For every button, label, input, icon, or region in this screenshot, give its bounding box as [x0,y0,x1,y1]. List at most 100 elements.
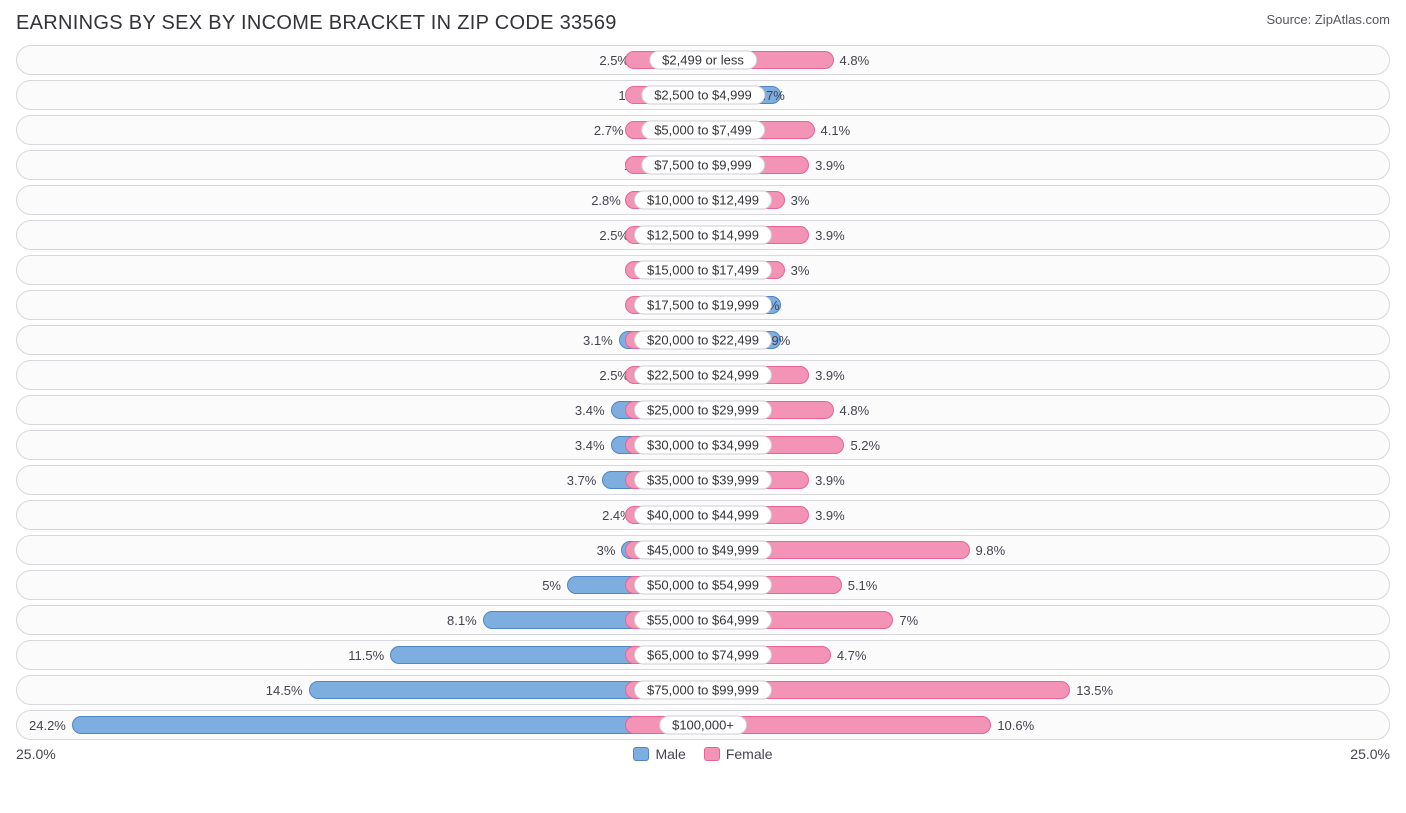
bracket-row: 3.7% 3.9% $35,000 to $39,999 [16,465,1390,495]
bracket-row: 3%9.8%$45,000 to $49,999 [16,535,1390,565]
male-half: 2.8% [23,186,703,214]
female-percent: 9.8% [970,543,1012,558]
female-percent: 3.9% [809,473,851,488]
legend-male: Male [633,746,685,762]
female-half: 3.9% [703,501,1383,529]
female-percent: 13.5% [1070,683,1119,698]
female-half: 4.8% [703,46,1383,74]
bracket-label: $15,000 to $17,499 [634,261,772,280]
male-half: 0.7% [23,291,703,319]
male-percent: 14.5% [260,683,309,698]
male-half: 24.2% [23,711,703,739]
bracket-label: $75,000 to $99,999 [634,681,772,700]
bracket-row: 3.1%1.9%$20,000 to $22,499 [16,325,1390,355]
legend: Male Female [633,746,772,762]
male-percent: 3.7% [561,473,603,488]
bracket-row: 0.52% 3% $15,000 to $17,499 [16,255,1390,285]
female-percent: 3.9% [809,508,851,523]
female-half: 3.9% [703,466,1383,494]
bracket-row: 14.5% 13.5% $75,000 to $99,999 [16,675,1390,705]
male-half: 2.5% [23,361,703,389]
legend-male-label: Male [655,746,685,762]
female-percent: 3% [785,263,816,278]
bracket-row: 11.5% 4.7% $65,000 to $74,999 [16,640,1390,670]
female-half: 4.8% [703,396,1383,424]
male-half: 1.8% [23,81,703,109]
female-half: 1.9% [703,326,1383,354]
earnings-chart: 2.5% 4.8% $2,499 or less 1.8%1.7%$2,500 to … [16,45,1390,740]
female-percent: 7% [893,613,924,628]
bracket-row: 0.7%1.5%$17,500 to $19,999 [16,290,1390,320]
bracket-label: $12,500 to $14,999 [634,226,772,245]
female-half: 13.5% [703,676,1383,704]
bracket-row: 8.1% 7% $55,000 to $64,999 [16,605,1390,635]
legend-female-label: Female [726,746,773,762]
female-swatch-icon [704,747,720,761]
axis-right-label: 25.0% [1350,746,1390,762]
bracket-label: $30,000 to $34,999 [634,436,772,455]
female-half: 5.1% [703,571,1383,599]
male-percent: 2.7% [588,123,630,138]
male-half: 11.5% [23,641,703,669]
axis-left-label: 25.0% [16,746,56,762]
male-percent: 11.5% [342,648,390,663]
female-half: 10.6% [703,711,1383,739]
bracket-label: $22,500 to $24,999 [634,366,772,385]
female-half: 9.8% [703,536,1383,564]
male-half: 2.5% [23,221,703,249]
female-half: 3% [703,256,1383,284]
bracket-row: 24.2% 10.6% $100,000+ [16,710,1390,740]
male-half: 0.52% [23,256,703,284]
bracket-label: $55,000 to $64,999 [634,611,772,630]
bracket-row: 2.8% 3% $10,000 to $12,499 [16,185,1390,215]
male-percent: 3.4% [569,438,611,453]
female-percent: 3% [785,193,816,208]
bracket-label: $40,000 to $44,999 [634,506,772,525]
female-percent: 3.9% [809,228,851,243]
female-half: 1.5% [703,291,1383,319]
bracket-row: 2.5% 3.9% $12,500 to $14,999 [16,220,1390,250]
bracket-row: 2.5%4.8%$2,499 or less [16,45,1390,75]
bracket-row: 5% 5.1% $50,000 to $54,999 [16,570,1390,600]
female-half: 4.7% [703,641,1383,669]
female-half: 3% [703,186,1383,214]
bracket-row: 2.4%3.9%$40,000 to $44,999 [16,500,1390,530]
male-half: 1.6% [23,151,703,179]
female-half: 3.9% [703,361,1383,389]
header: EARNINGS BY SEX BY INCOME BRACKET IN ZIP… [16,12,1390,35]
bracket-label: $100,000+ [659,716,747,735]
bracket-row: 1.8%1.7%$2,500 to $4,999 [16,80,1390,110]
bracket-label: $65,000 to $74,999 [634,646,772,665]
male-half: 3.1% [23,326,703,354]
male-swatch-icon [633,747,649,761]
female-percent: 5.1% [842,578,884,593]
female-percent: 3.9% [809,368,851,383]
chart-footer: 25.0% Male Female 25.0% [16,746,1390,762]
female-percent: 10.6% [991,718,1040,733]
bracket-label: $2,499 or less [649,51,757,70]
male-half: 3.7% [23,466,703,494]
male-percent: 5% [536,578,567,593]
female-percent: 4.8% [834,53,876,68]
bracket-row: 2.5% 3.9% $22,500 to $24,999 [16,360,1390,390]
female-percent: 4.8% [834,403,876,418]
female-percent: 5.2% [844,438,886,453]
female-percent: 4.7% [831,648,873,663]
male-half: 3% [23,536,703,564]
legend-female: Female [704,746,773,762]
female-half: 7% [703,606,1383,634]
bracket-row: 1.6%3.9%$7,500 to $9,999 [16,150,1390,180]
bracket-label: $10,000 to $12,499 [634,191,772,210]
chart-title: EARNINGS BY SEX BY INCOME BRACKET IN ZIP… [16,12,617,35]
female-half: 3.9% [703,151,1383,179]
male-half: 3.4% [23,431,703,459]
source-attribution: Source: ZipAtlas.com [1266,12,1390,27]
female-half: 5.2% [703,431,1383,459]
bracket-label: $35,000 to $39,999 [634,471,772,490]
bracket-label: $50,000 to $54,999 [634,576,772,595]
bracket-row: 2.7%4.1%$5,000 to $7,499 [16,115,1390,145]
bracket-label: $25,000 to $29,999 [634,401,772,420]
bracket-label: $20,000 to $22,499 [634,331,772,350]
female-percent: 3.9% [809,158,851,173]
male-half: 8.1% [23,606,703,634]
